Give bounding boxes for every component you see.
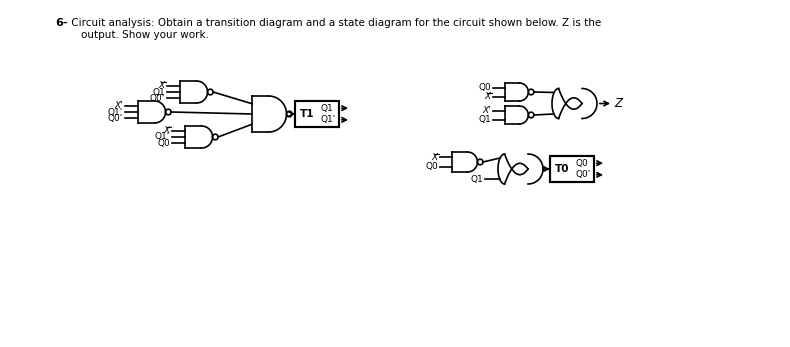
Text: X: X <box>159 81 165 90</box>
Text: Circuit analysis: Obtain a transition diagram and a state diagram for the circui: Circuit analysis: Obtain a transition di… <box>68 18 601 28</box>
Text: X: X <box>432 152 438 161</box>
Text: X: X <box>485 92 491 101</box>
Text: X: X <box>164 126 170 135</box>
Text: Q0': Q0' <box>150 94 165 103</box>
Text: Q1: Q1 <box>478 115 491 124</box>
Text: Q1': Q1' <box>107 108 123 117</box>
Bar <box>295 101 339 127</box>
Text: Q0': Q0' <box>576 170 591 179</box>
Text: X': X' <box>483 106 491 115</box>
Text: 6-: 6- <box>55 18 67 28</box>
Text: Z: Z <box>614 97 622 110</box>
Text: Q0: Q0 <box>478 83 491 92</box>
Text: Q1': Q1' <box>321 115 336 124</box>
Text: Q0': Q0' <box>107 114 123 123</box>
Text: Q1': Q1' <box>155 133 170 142</box>
Text: T1: T1 <box>300 109 314 119</box>
Text: Q1: Q1 <box>152 87 165 96</box>
Text: X': X' <box>115 101 123 110</box>
Bar <box>550 156 594 182</box>
Text: Q0: Q0 <box>576 159 589 168</box>
Text: T0: T0 <box>555 164 570 174</box>
Text: Q0: Q0 <box>157 139 170 148</box>
Text: output. Show your work.: output. Show your work. <box>68 30 209 40</box>
Text: Q1: Q1 <box>470 175 483 184</box>
Text: Q1: Q1 <box>321 104 333 113</box>
Text: Q0: Q0 <box>425 162 438 171</box>
